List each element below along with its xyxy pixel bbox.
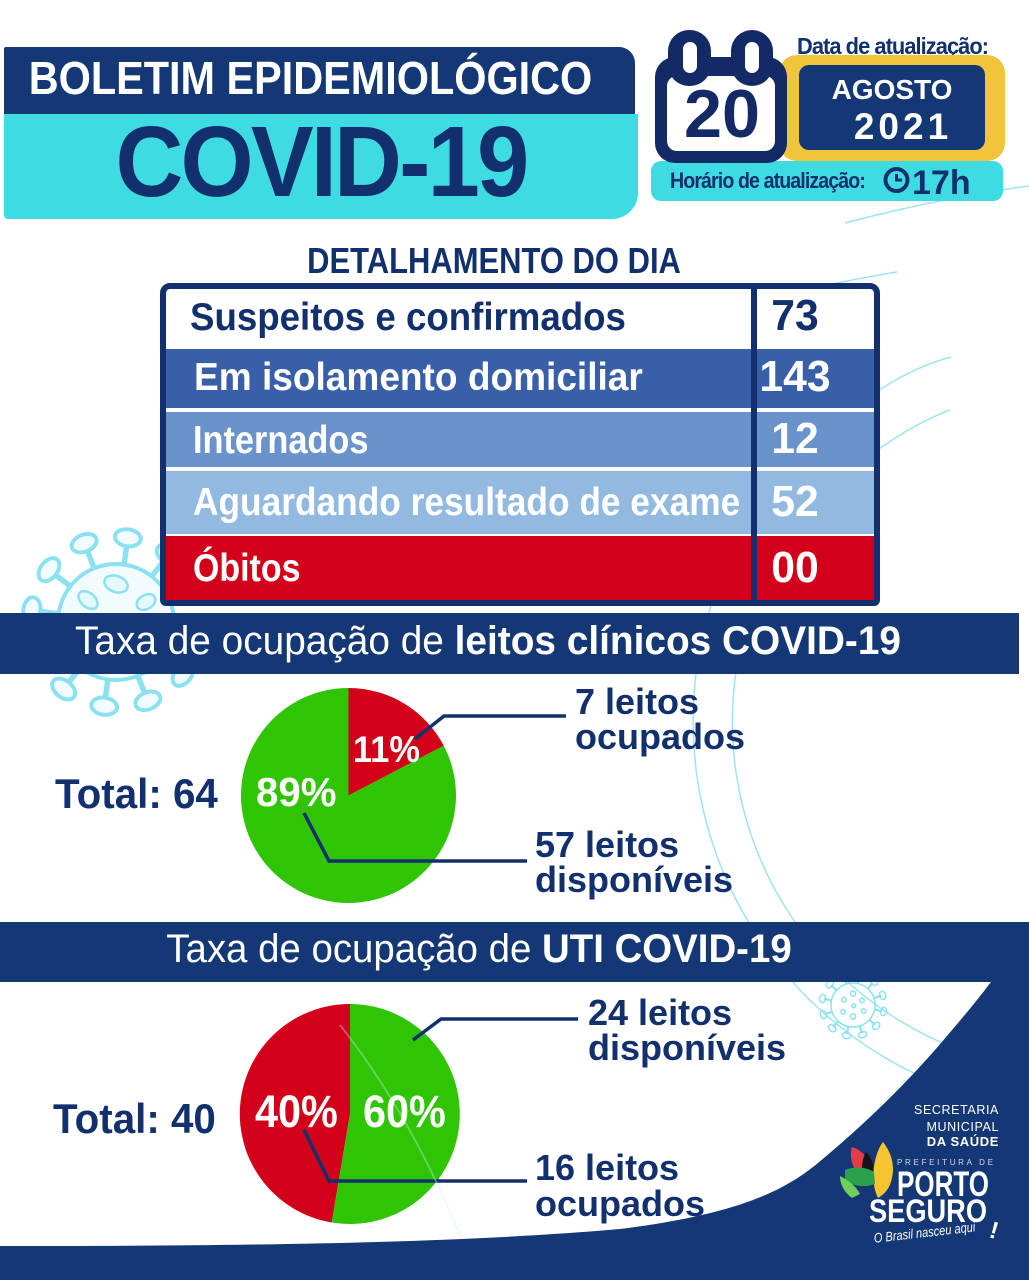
svg-text:PREFEITURA DE: PREFEITURA DE — [897, 1158, 993, 1167]
svg-text:PORTO: PORTO — [897, 1165, 989, 1204]
svg-text:SECRETARIA: SECRETARIA — [914, 1103, 999, 1117]
svg-text:MUNICIPAL: MUNICIPAL — [926, 1120, 999, 1134]
svg-text:20: 20 — [684, 76, 760, 152]
svg-text:DA SAÚDE: DA SAÚDE — [927, 1134, 999, 1149]
svg-text:SEGURO: SEGURO — [869, 1193, 987, 1229]
